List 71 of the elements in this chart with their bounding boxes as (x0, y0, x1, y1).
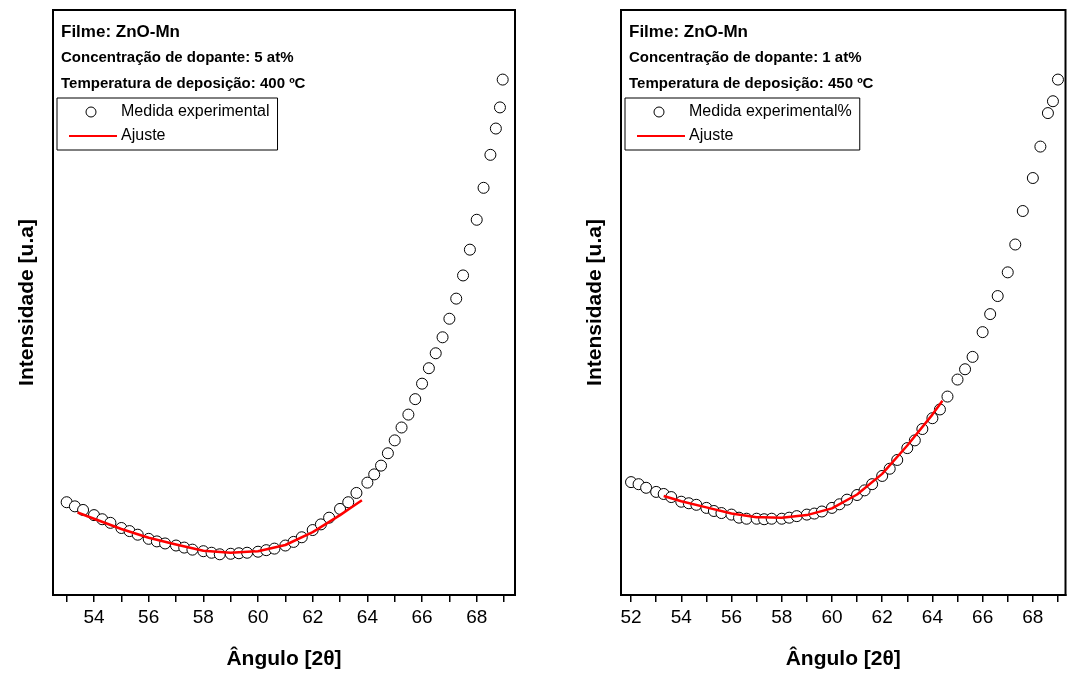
point (1034, 140, 1047, 153)
point (368, 468, 381, 481)
x-tick-label: 66 (972, 605, 994, 627)
point (951, 373, 964, 386)
point (395, 421, 408, 434)
point (493, 101, 506, 114)
text: Filme: ZnO-Mn (629, 21, 748, 41)
point (991, 290, 1004, 303)
text: Filme: ZnO-Mn (61, 21, 180, 41)
text: Concentração de dopante: 5 at% (61, 48, 294, 66)
point (1041, 107, 1054, 120)
x-tick-label: 68 (466, 605, 488, 627)
legend-label: Medida experimental (121, 102, 270, 120)
x-tick-label: 64 (356, 605, 379, 627)
point (457, 269, 470, 282)
text: Concentração de dopante: 1 at% (629, 48, 862, 66)
x-tick-label: 66 (411, 605, 433, 627)
point (470, 213, 483, 226)
point (1001, 266, 1014, 279)
x-tick-label: 62 (302, 605, 324, 627)
point (416, 377, 429, 390)
point (450, 292, 463, 305)
point (375, 459, 388, 472)
point (941, 390, 954, 403)
legend-label: Ajuste (121, 126, 166, 144)
y-axis-title: Intensidade [u.a] (581, 219, 605, 386)
x-tick-label: 60 (247, 605, 269, 627)
point (436, 331, 449, 344)
point (1051, 73, 1064, 86)
point (388, 434, 401, 447)
point (976, 326, 989, 339)
x-tick-label: 52 (620, 605, 642, 627)
point (463, 243, 476, 256)
point (1046, 95, 1059, 108)
legend-label: Medida experimental% (689, 102, 852, 120)
x-tick-label: 62 (871, 605, 893, 627)
point (381, 447, 394, 460)
point (422, 362, 435, 375)
point (402, 408, 415, 421)
point (489, 122, 502, 135)
annotation: Temperatura de deposição: 400 ºC (61, 74, 306, 92)
x-tick-label: 58 (771, 605, 793, 627)
point (1009, 238, 1022, 251)
point (959, 363, 972, 376)
point (984, 308, 997, 321)
point (342, 496, 355, 509)
x-tick-label: 54 (670, 605, 693, 627)
x-axis-title: Ângulo [2θ] (226, 646, 342, 670)
point (350, 486, 363, 499)
point (409, 393, 422, 406)
point (477, 181, 490, 194)
point (966, 350, 979, 363)
x-axis-title: Ângulo [2θ] (785, 646, 901, 670)
x-tick-label: 60 (821, 605, 843, 627)
point (361, 476, 374, 489)
point (484, 148, 497, 161)
x-tick-label: 56 (720, 605, 743, 627)
x-tick-label: 56 (138, 605, 160, 627)
point (1016, 205, 1029, 218)
x-tick-label: 64 (921, 605, 944, 627)
point (429, 347, 442, 360)
legend-label: Ajuste (689, 126, 734, 144)
x-tick-label: 58 (192, 605, 214, 627)
point (1026, 172, 1039, 185)
y-axis-title: Intensidade [u.a] (13, 219, 37, 386)
point (640, 481, 653, 494)
x-tick-label: 54 (83, 605, 105, 627)
point (496, 73, 509, 86)
x-tick-label: 68 (1022, 605, 1044, 627)
annotation: Temperatura de deposição: 450 ºC (629, 74, 874, 92)
point (443, 312, 456, 325)
